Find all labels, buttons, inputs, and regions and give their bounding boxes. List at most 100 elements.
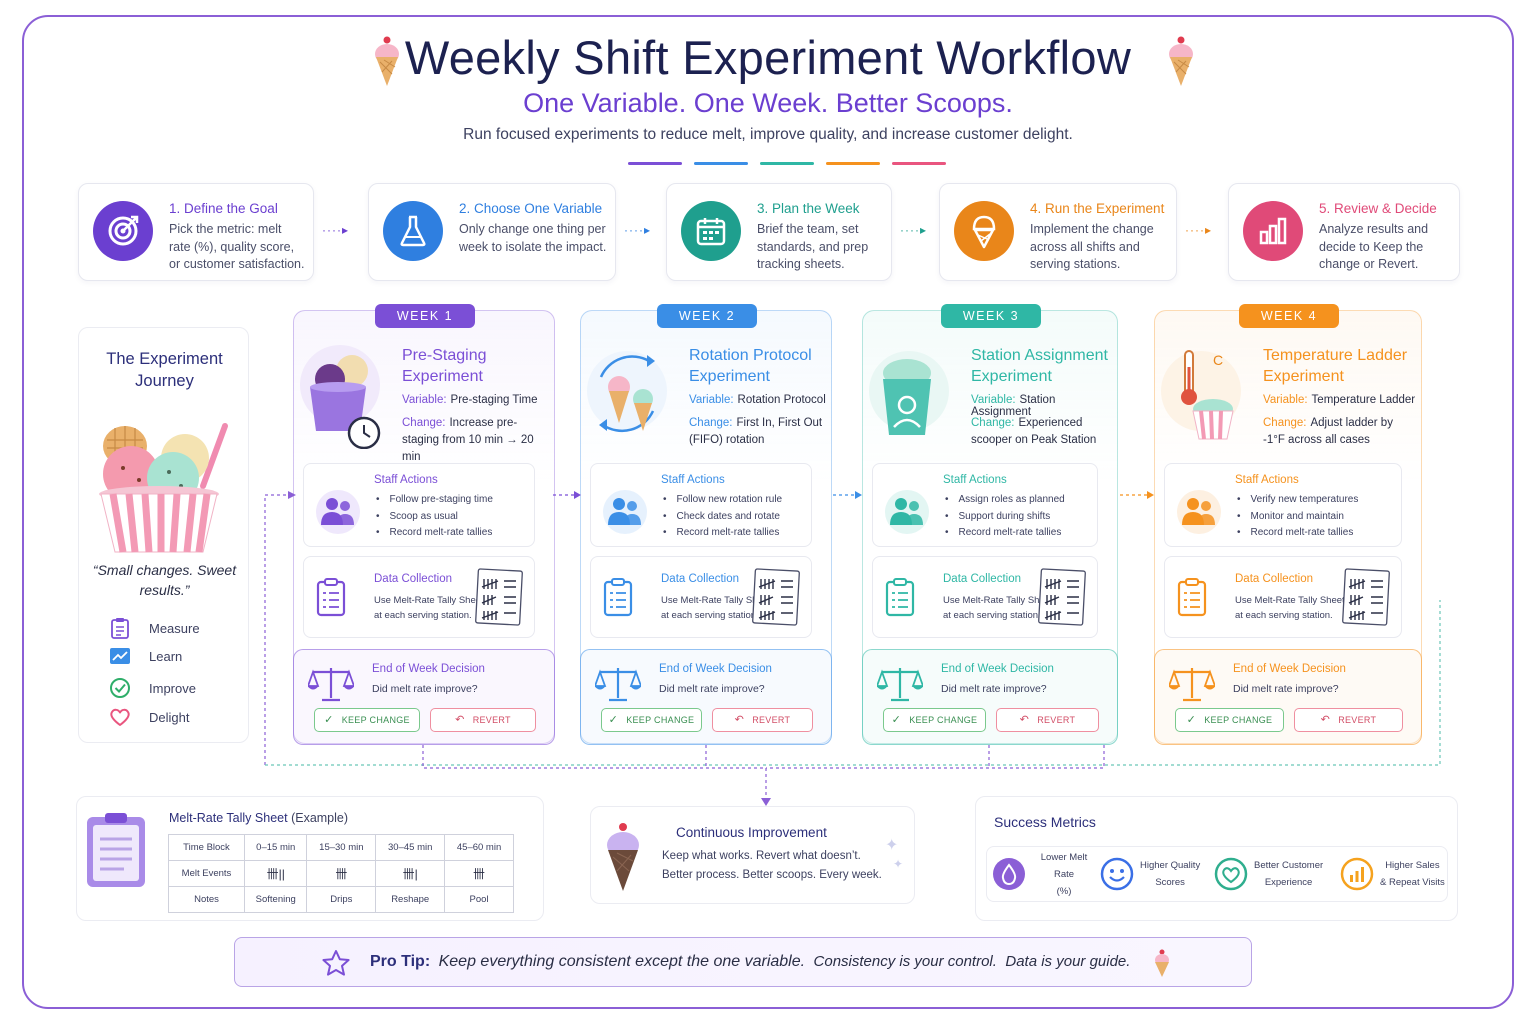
clipboard-icon <box>109 617 131 639</box>
undo-icon: ↶ <box>1320 714 1331 726</box>
metric-item: Better Customer Experience <box>1214 846 1336 902</box>
accent-bar <box>628 162 682 165</box>
staff-action-item: Check dates and rotate <box>663 511 782 528</box>
revert-button[interactable]: ↶ REVERT <box>712 708 813 732</box>
week-badge: WEEK 1 <box>375 304 475 328</box>
check-icon: ✓ <box>891 714 902 726</box>
staff-actions-box: Staff Actions Follow pre-staging timeScoo… <box>303 463 535 547</box>
check-icon: ✓ <box>1186 714 1197 726</box>
week-change: Change: Experienced scooper on Peak Stati… <box>971 415 1111 449</box>
check-icon: ✓ <box>324 714 334 726</box>
revert-button[interactable]: ↶ REVERT <box>1294 708 1403 732</box>
data-collection-title: Data Collection <box>661 573 739 585</box>
scale-icon <box>1167 664 1217 709</box>
step-title: 2. Choose One Variable <box>459 201 603 216</box>
tally-cell: Pool <box>444 886 514 913</box>
staff-action-item: Record melt-rate tallies <box>663 527 782 544</box>
week-variable: Variable: Temperature Ladder <box>1263 394 1415 406</box>
revert-button[interactable]: ↶ REVERT <box>996 708 1099 732</box>
week-title: Pre-Staging Experiment <box>402 347 487 385</box>
week-change-label: Change: <box>1263 417 1307 429</box>
metric-label: Higher Sales & Repeat Visits <box>1380 857 1445 891</box>
week-title: Rotation Protocol Experiment <box>689 347 812 385</box>
data-collection-desc: Use Melt-Rate Tally Sheet at each servin… <box>1235 595 1345 621</box>
staff-actions-list: Follow new rotation ruleCheck dates and … <box>663 494 783 544</box>
week-badge: WEEK 2 <box>657 304 757 328</box>
tally-header-cell: 15–30 min <box>306 834 377 861</box>
journey-panel: The Experiment Journey “Small changes. S… <box>78 327 249 743</box>
journey-item: Delight <box>109 707 189 727</box>
step-card: 1. Define the Goal Pick the metric: melt … <box>78 183 314 281</box>
tally-sheet-icon <box>1037 567 1089 632</box>
drop-icon <box>992 857 1026 891</box>
week-change: Change: Increase pre-staging from 10 min … <box>402 415 548 466</box>
staff-actions-title: Staff Actions <box>943 474 1007 486</box>
tally-cell: Softening <box>243 886 308 913</box>
journey-item: Measure <box>109 617 200 639</box>
week-card: WEEK 2 Rotation Protocol Experiment Variab… <box>580 304 832 745</box>
decision-title: End of Week Decision <box>941 663 1054 675</box>
staff-action-item: Verify new temperatures <box>1237 494 1359 511</box>
decision-title: End of Week Decision <box>372 663 485 675</box>
tally-title: Melt-Rate Tally Sheet <box>169 811 288 825</box>
week-card: WEEK 1 Pre-Staging Experiment Variable: Pre… <box>293 304 555 745</box>
scale-icon <box>875 664 925 709</box>
tally-title-suffix: (Example) <box>291 811 349 825</box>
metric-label: Lower Melt Rate (%) <box>1032 849 1096 900</box>
data-collection-desc: Use Melt-Rate Tally Sheet at each servin… <box>661 595 771 621</box>
keep-change-button[interactable]: ✓ KEEP CHANGE <box>601 708 702 732</box>
tally-header-cell: 0–15 min <box>243 834 308 861</box>
scale-icon <box>593 664 643 709</box>
revert-button[interactable]: ↶ REVERT <box>430 708 536 732</box>
week-badge: WEEK 4 <box>1239 304 1339 328</box>
staff-action-item: Scoop as usual <box>376 511 493 528</box>
step-title: 1. Define the Goal <box>169 201 278 216</box>
keep-change-button[interactable]: ✓ KEEP CHANGE <box>314 708 420 732</box>
decision-box: End of Week Decision Did melt rate improv… <box>580 649 832 745</box>
people-icon <box>603 490 647 534</box>
people-icon <box>885 490 929 534</box>
tally-cell: 卌|| <box>243 860 308 887</box>
data-collection-box: Data Collection Use Melt-Rate Tally Sheet… <box>872 556 1098 638</box>
undo-icon: ↶ <box>1019 714 1030 726</box>
journey-item: Improve <box>109 677 196 699</box>
staff-actions-list: Assign roles as plannedSupport during sh… <box>945 494 1065 544</box>
journey-quote: “Small changes. Sweet results.” <box>92 562 237 598</box>
staff-action-item: Assign roles as planned <box>945 494 1065 511</box>
staff-action-item: Support during shifts <box>945 511 1065 528</box>
keep-change-button[interactable]: ✓ KEEP CHANGE <box>883 708 986 732</box>
week-card: WEEK 3 Station Assignment Experiment Varia… <box>862 304 1118 745</box>
ice-cream-cone-icon <box>1169 36 1193 86</box>
accent-bars <box>628 162 946 165</box>
step-description: Only change one thing per week to isolat… <box>459 222 607 254</box>
journey-item-label: Measure <box>149 620 200 636</box>
decision-question: Did melt rate improve? <box>1233 683 1339 695</box>
data-collection-title: Data Collection <box>374 573 452 585</box>
staff-action-item: Record melt-rate tallies <box>1237 527 1358 544</box>
trend-chart-icon <box>109 647 131 665</box>
data-collection-title: Data Collection <box>943 573 1021 585</box>
page-tagline: Run focused experiments to reduce melt, … <box>463 126 1073 143</box>
tally-row-label: Notes <box>168 886 245 913</box>
decision-title: End of Week Decision <box>659 663 772 675</box>
improvement-title: Continuous Improvement <box>676 825 827 840</box>
journey-item-label: Improve <box>149 680 196 696</box>
people-icon <box>1177 490 1221 534</box>
week-illustration-icon: C <box>1161 339 1247 440</box>
keep-change-button[interactable]: ✓ KEEP CHANGE <box>1175 708 1284 732</box>
tally-sheet-icon <box>1341 567 1393 632</box>
staff-actions-title: Staff Actions <box>374 474 438 486</box>
step-arrow: ····▸ <box>900 223 928 237</box>
undo-icon: ↶ <box>455 714 465 726</box>
accent-bar <box>694 162 748 165</box>
clipboard-icon <box>316 577 346 622</box>
tally-cell: 卌 <box>306 860 377 887</box>
clipboard-icon <box>885 577 915 622</box>
week-variable-label: Variable: <box>971 394 1016 406</box>
week-change-value: Adjust ladder by -1°F across all cases <box>1263 417 1393 446</box>
staff-actions-list: Verify new temperaturesMonitor and maint… <box>1237 494 1359 544</box>
metric-label: Higher Quality Scores <box>1140 857 1200 891</box>
keep-change-label: KEEP CHANGE <box>1204 715 1273 725</box>
week-change-value: Increase pre-staging from 10 min → 20 mi… <box>402 417 534 463</box>
step-title: 5. Review & Decide <box>1319 201 1437 216</box>
